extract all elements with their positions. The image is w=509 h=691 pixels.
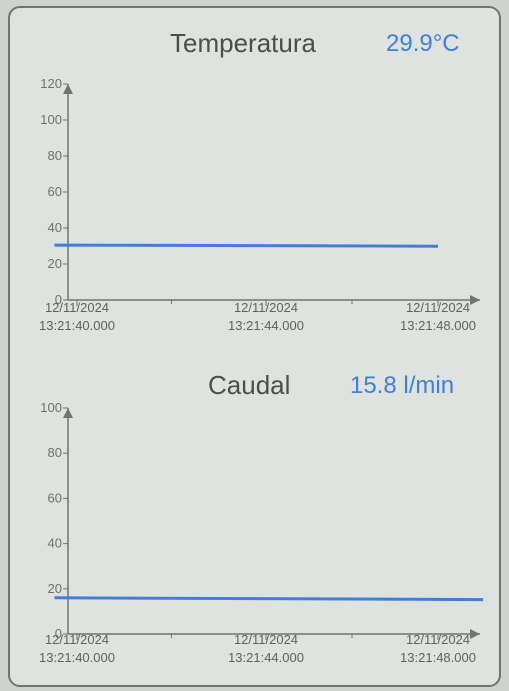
x-tick-time-label: 13:21:40.000 [39, 650, 115, 665]
y-tick-label: 20 [48, 256, 62, 271]
series-line [54, 243, 439, 248]
x-tick-time-label: 13:21:48.000 [400, 650, 476, 665]
x-tick-date-label: 12/11/2024 [406, 632, 470, 647]
device-screen: Temperatura 29.9°C 0 20 40 60 80 100 120 12/11/… [8, 6, 501, 687]
flow-title: Caudal [208, 370, 291, 400]
series-line [54, 596, 484, 602]
flow-value: 15.8 l/min [350, 372, 455, 399]
y-tick-label: 60 [48, 184, 62, 199]
x-tick-date-label: 12/11/2024 [406, 300, 470, 315]
y-tick-label: 120 [40, 76, 62, 91]
temperature-value: 29.9°C [386, 30, 460, 57]
temperature-title: Temperatura [170, 28, 316, 58]
y-axis-arrow-icon [63, 84, 73, 94]
x-tick-date-label: 12/11/2024 [234, 300, 298, 315]
y-tick-label: 80 [48, 445, 62, 460]
x-axis-arrow-icon [470, 629, 480, 639]
y-axis-arrow-icon [63, 408, 73, 418]
x-tick-time-label: 13:21:40.000 [39, 318, 115, 333]
flow-chart: 0 20 40 60 80 100 12/11/2024 13:21:40.000 12/11/… [39, 400, 484, 665]
x-tick-date-label: 12/11/2024 [45, 632, 109, 647]
y-tick-label: 0 [55, 626, 62, 641]
x-tick-time-label: 13:21:44.000 [228, 318, 304, 333]
x-tick-date-label: 12/11/2024 [45, 300, 109, 315]
y-tick-label: 80 [48, 148, 62, 163]
x-tick-time-label: 13:21:48.000 [400, 318, 476, 333]
y-tick-label: 20 [48, 581, 62, 596]
x-axis-arrow-icon [470, 295, 480, 305]
y-tick-label: 0 [55, 292, 62, 307]
y-tick-label: 40 [48, 536, 62, 551]
temperature-chart: 0 20 40 60 80 100 120 12/11/2024 13:21:40.000 12/… [39, 76, 480, 333]
y-tick-label: 40 [48, 220, 62, 235]
y-tick-label: 100 [40, 400, 62, 415]
y-tick-label: 60 [48, 490, 62, 505]
y-tick-label: 100 [40, 112, 62, 127]
x-tick-date-label: 12/11/2024 [234, 632, 298, 647]
x-tick-time-label: 13:21:44.000 [228, 650, 304, 665]
